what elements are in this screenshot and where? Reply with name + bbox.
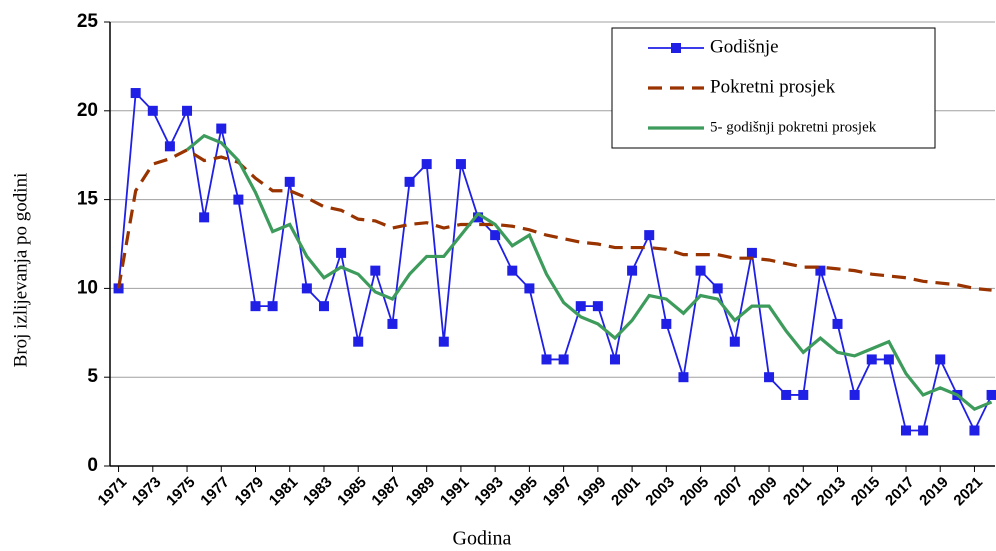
data-point — [832, 318, 843, 329]
x-tick-label: 1973 — [129, 474, 165, 510]
x-tick-label: 1993 — [471, 474, 507, 510]
x-tick-label: 2013 — [814, 474, 850, 510]
y-tick-label: 0 — [87, 455, 98, 476]
data-point — [216, 123, 227, 134]
data-point — [199, 212, 210, 223]
y-tick-label: 25 — [77, 11, 99, 32]
data-point — [370, 265, 381, 276]
data-point — [592, 301, 603, 312]
x-tick-label: 1997 — [540, 474, 576, 510]
data-point — [387, 318, 398, 329]
data-point — [558, 354, 569, 365]
x-tick-label: 1989 — [403, 474, 439, 510]
x-tick-label: 2001 — [608, 474, 644, 510]
data-point — [336, 247, 347, 258]
x-tick-label: 1999 — [574, 474, 610, 510]
y-tick-label: 10 — [77, 277, 98, 298]
y-tick-label: 5 — [87, 366, 98, 387]
x-tick-label: 1975 — [163, 474, 199, 510]
data-point — [764, 372, 775, 383]
x-tick-label: 1977 — [197, 474, 233, 510]
data-point — [250, 301, 261, 312]
data-point — [421, 159, 432, 170]
legend-marker — [671, 43, 681, 53]
x-tick-label: 2017 — [882, 474, 918, 510]
data-point — [301, 283, 312, 294]
data-point — [147, 105, 158, 116]
data-point — [182, 105, 193, 116]
x-tick-label: 2009 — [745, 474, 781, 510]
data-point — [490, 230, 501, 241]
data-point — [130, 88, 141, 99]
y-tick-label: 15 — [77, 189, 99, 210]
data-point — [918, 425, 929, 436]
data-point — [233, 194, 244, 205]
data-point — [524, 283, 535, 294]
x-tick-label: 2019 — [916, 474, 952, 510]
data-point — [866, 354, 877, 365]
legend-label: 5- godišnji pokretni prosjek — [710, 119, 877, 135]
data-point — [695, 265, 706, 276]
legend: Godišnje Pokretni prosjek 5- godišnji pokr… — [611, 27, 936, 149]
x-tick-label: 1971 — [95, 474, 131, 510]
data-point — [900, 425, 911, 436]
y-tick-label: 20 — [77, 100, 98, 121]
data-point — [455, 159, 466, 170]
data-point — [883, 354, 894, 365]
data-point — [712, 283, 723, 294]
x-tick-label: 2011 — [780, 474, 815, 509]
data-point — [969, 425, 980, 436]
data-point — [438, 336, 449, 347]
x-tick-label: 2005 — [677, 474, 713, 510]
data-point — [473, 212, 484, 223]
x-tick-label: 2021 — [950, 474, 986, 510]
data-point — [318, 301, 329, 312]
data-point — [353, 336, 364, 347]
data-point — [627, 265, 638, 276]
data-point — [575, 301, 586, 312]
data-point — [644, 230, 655, 241]
data-point — [284, 176, 295, 187]
data-point — [781, 389, 792, 400]
data-point — [678, 372, 689, 383]
y-axis-label: Broj izlijevanja po godini — [10, 173, 31, 368]
x-tick-label: 1995 — [505, 474, 541, 510]
x-axis-label: Godina — [453, 528, 512, 550]
data-point — [541, 354, 552, 365]
data-point — [267, 301, 278, 312]
legend-label: Godišnje — [710, 36, 779, 57]
data-point — [507, 265, 518, 276]
data-point — [729, 336, 740, 347]
data-point — [798, 389, 809, 400]
data-point — [935, 354, 946, 365]
data-point — [661, 318, 672, 329]
series-line — [186, 133, 993, 412]
series-line — [117, 90, 993, 433]
x-tick-label: 2015 — [848, 474, 884, 510]
x-tick-label: 1991 — [437, 474, 473, 510]
legend-label: Pokretni prosjek — [710, 76, 836, 97]
x-tick-label: 2007 — [711, 474, 747, 510]
x-tick-label: 1981 — [266, 474, 302, 510]
data-point — [746, 247, 757, 258]
x-tick-label: 1983 — [300, 474, 336, 510]
series-line — [116, 148, 992, 292]
data-point — [404, 176, 415, 187]
data-point — [986, 389, 996, 400]
data-point — [849, 389, 860, 400]
data-point — [164, 141, 175, 152]
x-tick-label: 2003 — [642, 474, 678, 510]
x-tick-label: 1979 — [232, 474, 268, 510]
x-tick-label: 1987 — [368, 474, 404, 510]
x-tick-label: 1985 — [334, 474, 370, 510]
data-point — [609, 354, 620, 365]
data-point — [815, 265, 826, 276]
